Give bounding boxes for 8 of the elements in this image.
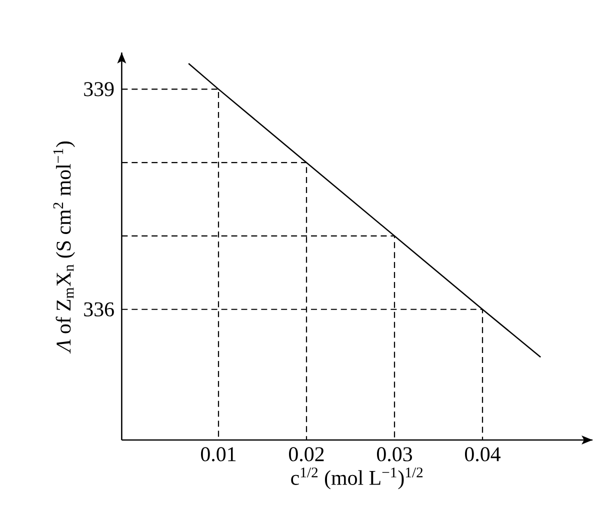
x-tick-label: 0.01 (200, 447, 236, 462)
y-tick-label: 339 (84, 82, 114, 96)
text: Λ of Z$_{m}$X$_{n}$ (S cm$^{2}$ mol$^{−1}$) (53, 141, 75, 354)
x-axis-title: c$^{1/2}$ (mol L$^{−1}$)$^{1/2}$ (291, 468, 423, 490)
x-tick-label: 0.03 (376, 447, 412, 462)
y-tick-label: 336 (84, 302, 114, 316)
x-tick-label: 0.02 (288, 447, 324, 462)
x-tick-label: 0.04 (464, 447, 500, 462)
